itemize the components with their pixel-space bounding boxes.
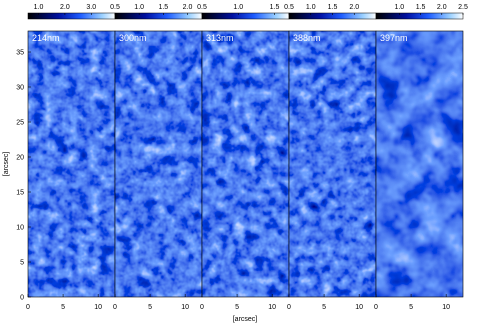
panel-label: 388nm — [293, 33, 321, 43]
colorbar-tick-label: 2.5 — [458, 4, 468, 11]
x-tick-label: 0 — [200, 304, 204, 311]
x-tick-label: 10 — [181, 304, 189, 311]
colorbar — [114, 12, 203, 20]
colorbar-tick-label: 1.0 — [134, 4, 144, 11]
colorbar — [27, 12, 116, 20]
x-tick-label: 5 — [61, 304, 65, 311]
y-tick-label: 5 — [20, 260, 24, 267]
colorbar-tick-label: 0.5 — [197, 4, 207, 11]
x-tick-label: 5 — [409, 304, 413, 311]
image-panel — [115, 31, 202, 297]
colorbar-tick-label: 2.0 — [349, 4, 359, 11]
colorbar — [375, 12, 464, 20]
colorbar-tick-label: 1.0 — [306, 4, 316, 11]
image-panel — [289, 31, 376, 297]
colorbar-tick-label: 0.5 — [284, 4, 294, 11]
x-tick-label: 0 — [113, 304, 117, 311]
colorbar — [201, 12, 290, 20]
colorbar-tick-label: 1.0 — [394, 4, 404, 11]
colorbar-tick-label: 2.0 — [437, 4, 447, 11]
x-tick-label: 10 — [355, 304, 363, 311]
colorbar-tick-label: 0.5 — [110, 4, 120, 11]
y-tick-label: 0 — [20, 295, 24, 302]
x-tick-label: 10 — [94, 304, 102, 311]
colorbar-tick-label: 3.0 — [86, 4, 96, 11]
y-tick-label: 35 — [16, 50, 24, 57]
x-tick-label: 0 — [287, 304, 291, 311]
panel-label: 397nm — [380, 33, 408, 43]
panel-label: 313nm — [206, 33, 234, 43]
colorbar-tick-label: 1.5 — [270, 4, 280, 11]
x-tick-label: 5 — [322, 304, 326, 311]
colorbar-tick-label: 2.0 — [60, 4, 70, 11]
colorbar-tick-label: 1.5 — [416, 4, 426, 11]
colorbar-tick-label: 1.5 — [158, 4, 168, 11]
x-tick-label: 0 — [374, 304, 378, 311]
image-panel — [376, 31, 463, 297]
y-tick-label: 10 — [16, 225, 24, 232]
panel-label: 214nm — [32, 33, 60, 43]
image-panel — [28, 31, 115, 297]
y-axis-label: [arcsec] — [3, 152, 10, 177]
colorbar-tick-label: 1.0 — [233, 4, 243, 11]
colorbar-tick-label: 1.5 — [328, 4, 338, 11]
y-tick-label: 30 — [16, 85, 24, 92]
y-tick-label: 25 — [16, 120, 24, 127]
x-tick-label: 5 — [235, 304, 239, 311]
panel-frame — [375, 30, 464, 298]
y-tick-label: 15 — [16, 190, 24, 197]
x-axis-label: [arcsec] — [233, 316, 258, 323]
x-tick-label: 10 — [442, 304, 450, 311]
x-tick-label: 10 — [268, 304, 276, 311]
image-panel — [202, 31, 289, 297]
colorbar-tick-label: 2.0 — [183, 4, 193, 11]
y-tick-label: 20 — [16, 155, 24, 162]
colorbar-tick-label: 1.0 — [34, 4, 44, 11]
x-tick-label: 5 — [148, 304, 152, 311]
x-tick-label: 0 — [26, 304, 30, 311]
panel-label: 300nm — [119, 33, 147, 43]
